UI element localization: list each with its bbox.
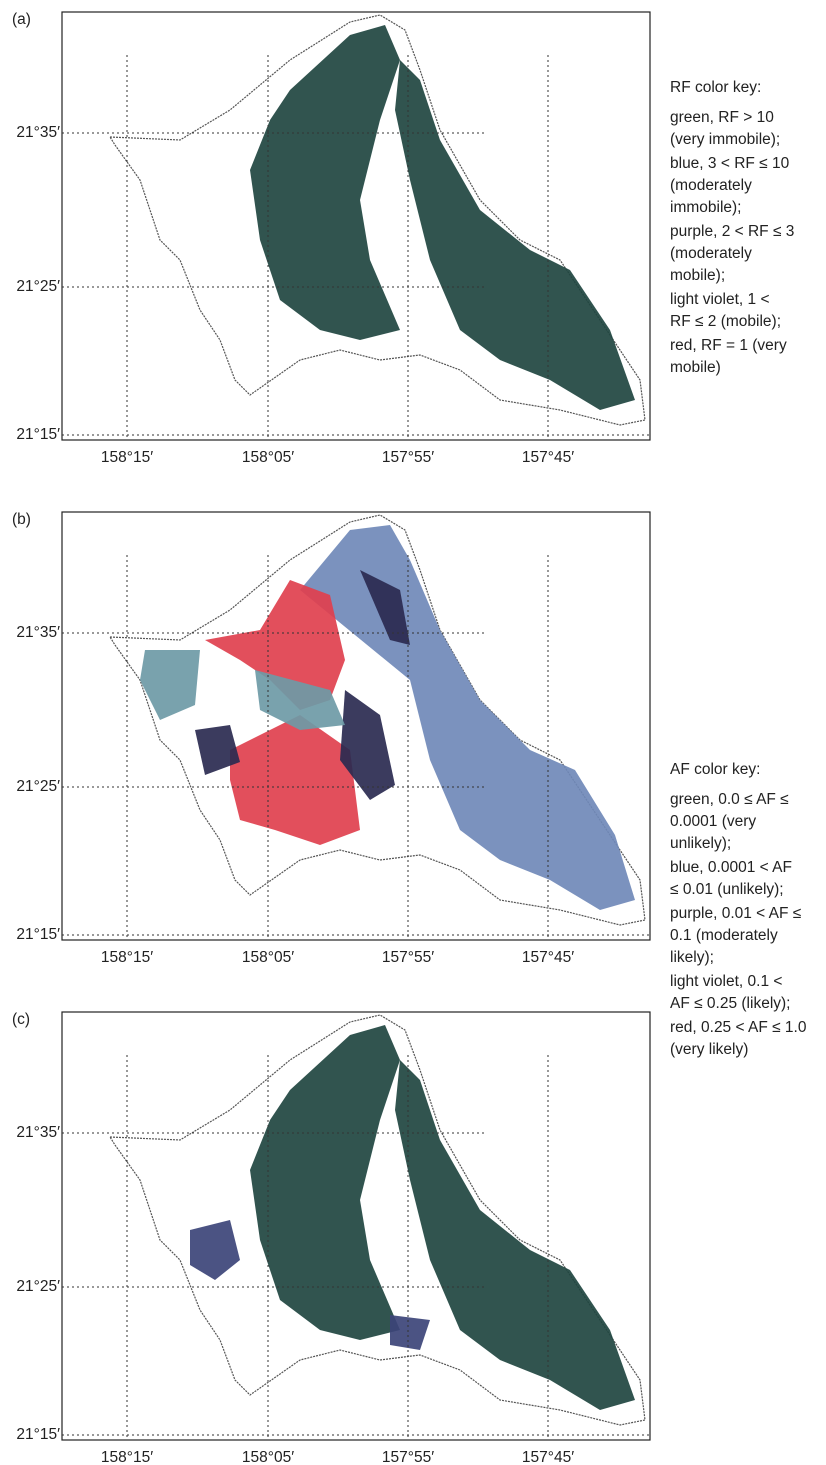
map-frame <box>61 511 651 941</box>
panel-label: (a) <box>12 11 31 28</box>
color-key-item: light violet, 1 < <box>670 291 770 308</box>
color-key-item: immobile); <box>670 199 741 216</box>
color-key-title: AF color key: <box>670 761 760 778</box>
land-class-area <box>205 580 345 710</box>
color-key-item: green, 0.0 ≤ AF ≤ <box>670 791 789 808</box>
color-key-item: mobile); <box>670 267 725 284</box>
panel-label: (c) <box>12 1011 30 1028</box>
map-frame <box>61 1011 651 1441</box>
latitude-label: 21°35′ <box>16 624 60 641</box>
color-key-item: AF ≤ 0.25 (likely); <box>670 995 790 1012</box>
color-key-item: ≤ 0.01 (unlikely); <box>670 881 784 898</box>
latitude-label: 21°15′ <box>16 1426 60 1443</box>
land-class-area <box>390 1315 430 1350</box>
latitude-label: 21°15′ <box>16 926 60 943</box>
color-key-item: mobile) <box>670 359 721 376</box>
longitude-label: 158°15′ <box>101 949 153 966</box>
map-panel: (c) 158°15′ 158°05′ 157°55′ 157°45′ 21°35′ 21°… <box>12 1011 651 1465</box>
longitude-label: 158°05′ <box>242 949 294 966</box>
color-key-item: purple, 2 < RF ≤ 3 <box>670 223 794 240</box>
color-key-item: purple, 0.01 < AF ≤ <box>670 905 802 922</box>
map-panel: (b) 158°15′ 158°05′ 157°55′ 157°45′ 21°35′ 21°… <box>12 511 651 966</box>
land-class-area <box>395 60 635 410</box>
latitude-label: 21°25′ <box>16 278 60 295</box>
color-key-item: red, RF = 1 (very <box>670 337 787 354</box>
map-panel: (a) 158°15′ 158°05′ 157°55′ 157°45′ 21°35′ 21°… <box>12 11 651 466</box>
color-key-item: likely); <box>670 949 714 966</box>
color-key-item: RF ≤ 2 (mobile); <box>670 313 781 330</box>
map-frame <box>61 11 651 441</box>
longitude-label: 157°45′ <box>522 449 574 466</box>
color-key-item: blue, 3 < RF ≤ 10 <box>670 155 790 172</box>
land-class-area <box>395 1060 635 1410</box>
latitude-label: 21°35′ <box>16 124 60 141</box>
longitude-label: 158°05′ <box>242 1449 294 1465</box>
color-key-item: (moderately <box>670 245 752 262</box>
color-key: RF color key: green, RF > 10 (very immobil… <box>670 79 794 376</box>
latitude-label: 21°15′ <box>16 426 60 443</box>
land-class-area <box>360 570 410 645</box>
latitude-label: 21°35′ <box>16 1124 60 1141</box>
color-key-item: unlikely); <box>670 835 731 852</box>
color-key-item: 0.0001 (very <box>670 813 756 830</box>
longitude-label: 157°55′ <box>382 1449 434 1465</box>
color-key: AF color key: green, 0.0 ≤ AF ≤ 0.0001 (ve… <box>670 761 807 1058</box>
land-class-area <box>230 715 360 845</box>
color-key-item: blue, 0.0001 < AF <box>670 859 792 876</box>
land-class-area <box>255 670 345 730</box>
color-key-title: RF color key: <box>670 79 761 96</box>
longitude-label: 158°15′ <box>101 1449 153 1465</box>
land-class-area <box>250 1025 400 1340</box>
land-class-area <box>250 25 400 340</box>
color-key-item: green, RF > 10 <box>670 109 774 126</box>
land-class-area <box>340 690 395 800</box>
color-key-item: light violet, 0.1 < <box>670 973 782 990</box>
land-class-area <box>190 1220 240 1280</box>
longitude-label: 158°15′ <box>101 449 153 466</box>
latitude-label: 21°25′ <box>16 1278 60 1295</box>
color-key-item: (very likely) <box>670 1041 748 1058</box>
longitude-label: 157°45′ <box>522 1449 574 1465</box>
longitude-label: 157°55′ <box>382 449 434 466</box>
longitude-label: 158°05′ <box>242 449 294 466</box>
land-class-area <box>140 650 200 720</box>
color-key-item: 0.1 (moderately <box>670 927 778 944</box>
land-class-area <box>195 725 240 775</box>
longitude-label: 157°55′ <box>382 949 434 966</box>
latitude-label: 21°25′ <box>16 778 60 795</box>
color-key-item: (moderately <box>670 177 752 194</box>
longitude-label: 157°45′ <box>522 949 574 966</box>
color-key-item: red, 0.25 < AF ≤ 1.0 <box>670 1019 807 1036</box>
color-key-item: (very immobile); <box>670 131 780 148</box>
panel-label: (b) <box>12 511 31 528</box>
